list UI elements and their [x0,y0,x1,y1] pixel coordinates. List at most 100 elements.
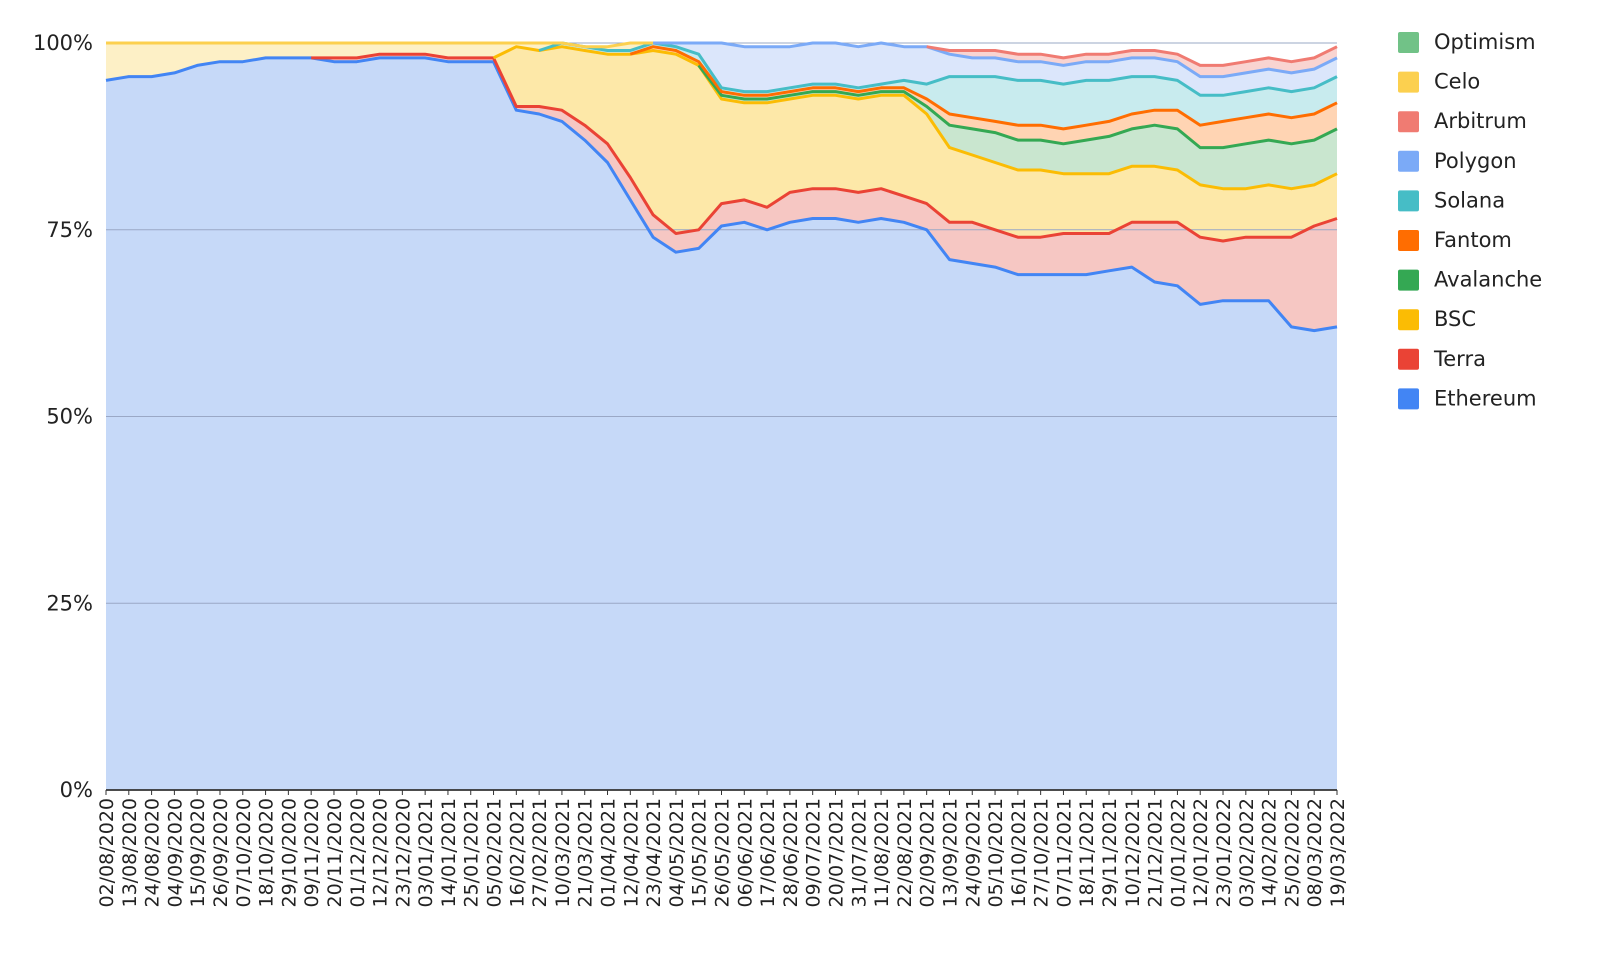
x-tick-label: 05/02/2021 [484,798,506,908]
x-tick-label: 03/02/2022 [1236,798,1258,908]
legend: Optimism Celo Arbitrum Polygon Solana Fantom A… [1398,30,1542,410]
x-tick-label: 12/04/2021 [620,798,642,908]
x-tick-label: 24/09/2021 [962,798,984,908]
x-tick-label: 01/12/2020 [347,798,369,908]
x-tick-label: 25/01/2021 [461,798,483,908]
legend-swatch [1398,190,1419,212]
x-tick-label: 08/03/2022 [1304,798,1326,908]
y-tick-label: 25% [46,591,93,615]
x-tick-label: 06/06/2021 [734,798,756,908]
x-tick-label: 02/08/2020 [96,798,118,908]
area-terra [106,54,1337,331]
legend-label: Polygon [1434,149,1517,173]
x-tick-label: 12/12/2020 [370,798,392,908]
x-tick-label: 22/08/2021 [894,798,916,908]
legend-label: BSC [1434,307,1476,331]
x-tick-label: 13/08/2020 [119,798,141,908]
x-tick-label: 31/07/2021 [848,798,870,908]
x-tick-label: 07/11/2021 [1053,798,1075,908]
x-axis-ticks: 02/08/2020 13/08/2020 24/08/2020 04/09/2020… [96,789,1349,908]
legend-item-avalanche: Avalanche [1398,268,1542,292]
area-celo [106,43,1337,81]
x-tick-label: 29/11/2021 [1099,798,1121,908]
area-layers [106,43,1337,790]
legend-item-arbitrum: Arbitrum [1398,109,1527,133]
legend-item-terra: Terra [1398,347,1486,371]
line-solana [538,41,1338,97]
x-tick-label: 26/09/2020 [210,798,232,908]
legend-swatch [1398,348,1419,370]
x-tick-label: 14/02/2022 [1259,798,1281,908]
x-tick-label: 23/01/2022 [1213,798,1235,908]
y-axis-ticks: 0% 25% 50% 75% 100% [33,31,93,802]
x-tick-label: 23/12/2020 [392,798,414,908]
x-tick-label: 15/05/2021 [689,798,711,908]
x-tick-label: 09/11/2020 [301,798,323,908]
x-tick-label: 15/09/2020 [187,798,209,908]
legend-swatch [1398,230,1419,251]
legend-item-bsc: BSC [1398,307,1476,331]
area-ethereum [106,57,1337,790]
legend-swatch [1398,71,1419,93]
line-celo [106,41,654,49]
x-tick-label: 29/10/2020 [278,798,300,908]
legend-label: Avalanche [1434,268,1542,292]
legend-label: Celo [1434,70,1480,94]
legend-swatch [1398,269,1419,291]
x-tick-label: 02/09/2021 [917,798,939,908]
area-solana [106,43,1337,129]
legend-label: Terra [1433,347,1486,371]
legend-item-optimism: Optimism [1398,30,1536,54]
legend-swatch [1398,111,1419,133]
x-tick-label: 16/10/2021 [1008,798,1030,908]
x-tick-label: 04/05/2021 [666,798,688,908]
x-tick-label: 10/03/2021 [552,798,574,908]
area-polygon [106,43,1337,96]
line-avalanche [697,64,1338,150]
legend-item-celo: Celo [1398,70,1480,94]
legend-item-ethereum: Ethereum [1398,386,1537,410]
x-tick-label: 28/06/2021 [780,798,802,908]
x-tick-label: 21/03/2021 [575,798,597,908]
legend-label: Solana [1434,188,1505,212]
area-bsc [106,46,1337,242]
x-tick-label: 18/10/2020 [256,798,278,908]
x-tick-label: 24/08/2020 [142,798,164,908]
x-tick-label: 01/01/2022 [1167,798,1189,908]
x-tick-label: 20/11/2020 [324,798,346,908]
x-tick-label: 13/09/2021 [940,798,962,908]
x-tick-label: 05/10/2021 [985,798,1007,908]
x-tick-label: 25/02/2022 [1281,798,1303,908]
x-tick-label: 01/04/2021 [598,798,620,908]
legend-label: Arbitrum [1434,109,1527,133]
x-tick-label: 09/07/2021 [803,798,825,908]
legend-item-solana: Solana [1398,188,1505,212]
x-tick-label: 17/06/2021 [757,798,779,908]
legend-swatch [1398,388,1419,410]
legend-label: Ethereum [1434,386,1537,410]
x-tick-label: 21/12/2021 [1145,798,1167,908]
line-arbitrum [926,45,1338,67]
x-tick-label: 14/01/2021 [438,798,460,908]
legend-item-fantom: Fantom [1398,228,1512,252]
x-tick-label: 03/01/2021 [415,798,437,908]
x-tick-label: 27/10/2021 [1031,798,1053,908]
legend-swatch [1398,309,1419,331]
legend-swatch [1398,150,1419,172]
x-tick-label: 20/07/2021 [826,798,848,908]
x-tick-label: 26/05/2021 [712,798,734,908]
area-avalanche [106,46,1337,189]
x-tick-label: 23/04/2021 [643,798,665,908]
legend-label: Fantom [1434,228,1512,252]
y-tick-label: 75% [46,218,93,242]
x-tick-label: 04/09/2020 [164,798,186,908]
line-terra [311,52,1338,243]
x-tick-label: 19/03/2022 [1327,798,1349,908]
x-tick-label: 27/02/2021 [529,798,551,908]
y-tick-label: 100% [33,31,93,55]
line-fantom [629,45,1338,131]
y-tick-label: 50% [46,405,93,429]
line-polygon [653,41,1338,79]
x-tick-label: 11/08/2021 [871,798,893,908]
